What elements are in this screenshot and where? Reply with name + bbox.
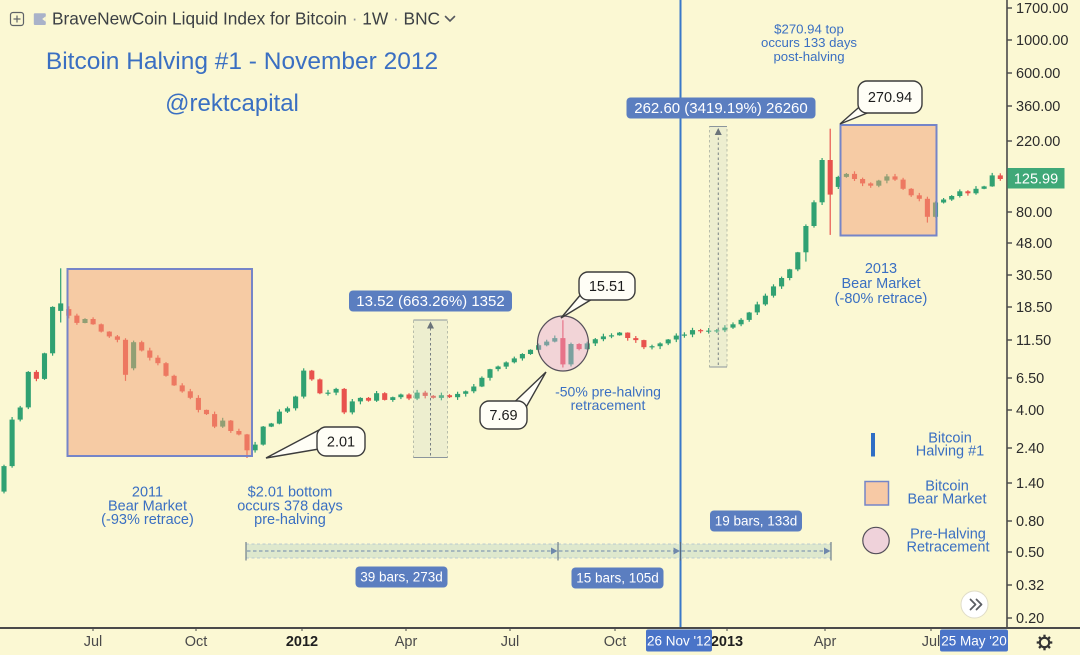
svg-text:48.00: 48.00: [1016, 236, 1052, 252]
svg-text:600.00: 600.00: [1016, 66, 1060, 82]
svg-text:Jul: Jul: [922, 634, 941, 650]
svg-text:(-80% retrace): (-80% retrace): [835, 291, 928, 307]
svg-text:18.50: 18.50: [1016, 300, 1052, 316]
svg-text:$270.94 top: $270.94 top: [774, 22, 844, 37]
svg-text:0.50: 0.50: [1016, 545, 1044, 561]
svg-text:Bitcoin Halving #1 - November: Bitcoin Halving #1 - November 2012: [46, 48, 438, 75]
svg-text:7.69: 7.69: [489, 408, 517, 424]
svg-text:BraveNewCoin Liquid Index for: BraveNewCoin Liquid Index for Bitcoin · …: [52, 9, 440, 29]
svg-text:occurs 133 days: occurs 133 days: [761, 35, 857, 50]
svg-text:Retracement: Retracement: [906, 540, 989, 556]
svg-text:19 bars, 133d: 19 bars, 133d: [715, 514, 798, 529]
svg-text:(-93% retrace): (-93% retrace): [101, 512, 194, 528]
svg-text:1000.00: 1000.00: [1016, 33, 1068, 49]
svg-text:0.32: 0.32: [1016, 578, 1044, 594]
svg-text:15.51: 15.51: [589, 279, 625, 295]
svg-text:4.00: 4.00: [1016, 403, 1044, 419]
svg-text:11.50: 11.50: [1016, 333, 1051, 349]
svg-text:39 bars, 273d: 39 bars, 273d: [360, 570, 443, 585]
svg-text:262.60 (3419.19%) 26260: 262.60 (3419.19%) 26260: [634, 100, 807, 117]
svg-text:@rektcapital: @rektcapital: [165, 90, 299, 117]
svg-text:Oct: Oct: [185, 634, 208, 650]
svg-text:2012: 2012: [286, 634, 318, 650]
svg-text:13.52 (663.26%) 1352: 13.52 (663.26%) 1352: [356, 293, 504, 310]
svg-text:2.01: 2.01: [327, 435, 355, 451]
svg-text:Apr: Apr: [814, 634, 837, 650]
svg-text:Halving #1: Halving #1: [916, 444, 985, 460]
svg-text:15 bars, 105d: 15 bars, 105d: [576, 571, 659, 586]
svg-text:Bear Market: Bear Market: [908, 492, 987, 508]
svg-text:$2.01 bottom: $2.01 bottom: [248, 485, 333, 501]
svg-text:80.00: 80.00: [1016, 205, 1052, 221]
svg-text:360.00: 360.00: [1016, 99, 1060, 115]
svg-text:2013: 2013: [865, 261, 897, 277]
svg-text:Pre-Halving: Pre-Halving: [910, 527, 986, 543]
svg-text:Bear Market: Bear Market: [108, 498, 187, 514]
svg-text:retracement: retracement: [571, 397, 646, 413]
svg-text:1.40: 1.40: [1016, 476, 1044, 492]
svg-text:post-halving: post-halving: [773, 49, 844, 64]
svg-text:pre-halving: pre-halving: [254, 512, 326, 528]
svg-text:2011: 2011: [132, 485, 163, 501]
svg-text:26 Nov '12: 26 Nov '12: [647, 634, 711, 649]
svg-text:0.20: 0.20: [1016, 611, 1044, 627]
svg-text:Apr: Apr: [395, 634, 418, 650]
svg-text:Bear Market: Bear Market: [842, 276, 921, 292]
svg-text:Jul: Jul: [84, 634, 103, 650]
svg-text:Oct: Oct: [604, 634, 627, 650]
svg-text:25 May '20: 25 May '20: [941, 634, 1007, 649]
svg-text:30.50: 30.50: [1016, 268, 1052, 284]
svg-text:270.94: 270.94: [868, 90, 912, 106]
svg-text:125.99: 125.99: [1014, 172, 1058, 188]
svg-text:6.50: 6.50: [1016, 371, 1044, 387]
svg-text:1700.00: 1700.00: [1016, 1, 1068, 17]
svg-text:Bitcoin: Bitcoin: [928, 431, 972, 447]
svg-text:0.80: 0.80: [1016, 514, 1044, 530]
svg-text:-50% pre-halving: -50% pre-halving: [555, 384, 661, 400]
svg-text:Jul: Jul: [501, 634, 520, 650]
svg-text:occurs 378 days: occurs 378 days: [237, 498, 343, 514]
svg-text:2013: 2013: [711, 634, 743, 650]
svg-text:Bitcoin: Bitcoin: [925, 479, 969, 495]
svg-text:220.00: 220.00: [1016, 134, 1060, 150]
svg-text:2.40: 2.40: [1016, 441, 1044, 457]
